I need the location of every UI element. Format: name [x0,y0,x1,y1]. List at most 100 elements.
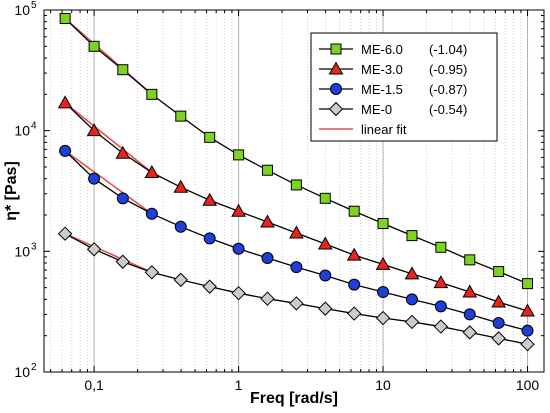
data-point-me-6-0 [117,64,129,76]
data-point-me-6-0 [493,266,505,278]
x-axis-title: Freq [rad/s] [250,390,338,407]
data-point-me-3-0 [115,145,131,159]
data-point-me-1-5 [116,192,129,205]
data-point-me-6-0 [290,179,302,191]
data-point-me-0 [404,314,420,330]
data-point-me-6-0 [146,88,158,100]
data-point-me-1-5 [290,261,303,274]
data-point-me-0 [57,226,73,241]
y-axis-title: η* [Pas] [3,161,20,221]
legend-marker-me-6-0 [330,43,342,55]
series-me-1-5 [59,144,534,337]
data-point-me-0 [173,272,188,288]
data-point-me-6-0 [204,131,216,143]
data-point-me-3-0 [86,123,102,137]
data-point-me-6-0 [233,149,245,161]
fit-line-me-3-0 [64,102,153,174]
data-point-me-1-5 [492,316,505,329]
data-point-me-1-5 [405,293,418,306]
y-tick-label: 10 [14,2,30,18]
legend: ME-6.0 (-1.04) ME-3.0 (-0.95) ME-1.5 (-0.87) M… [310,32,498,142]
fit-line-me-1-5 [64,150,153,215]
data-point-me-0 [144,265,160,280]
data-point-me-1-5 [261,252,274,265]
data-point-me-1-5 [88,172,101,185]
plot-frame [43,9,545,373]
data-point-me-0 [520,336,535,352]
data-point-me-6-0 [435,241,447,253]
legend-slope-me-1-5: (-0.87) [429,82,467,97]
data-point-me-6-0 [377,218,389,230]
data-point-me-1-5 [521,324,534,337]
data-point-me-0 [433,319,449,334]
y-tick-label: 10 [14,364,30,380]
data-point-me-3-0 [375,256,391,270]
data-point-me-0 [260,291,275,306]
data-point-me-6-0 [406,230,418,242]
data-point-me-3-0 [231,203,246,217]
y-tick-label: 10 [14,243,30,259]
data-point-me-6-0 [175,110,187,122]
fit-line-me-0 [64,232,153,274]
legend-label-linear-fit: linear fit [361,122,407,137]
data-point-me-0 [231,285,246,301]
legend-slope-me-6-0: (-1.04) [429,42,467,57]
x-tick-labels: 0,1 1 10 100 [84,377,539,393]
data-point-me-6-0 [348,205,360,217]
series-me-6-0 [59,13,534,290]
data-point-me-3-0 [144,164,160,179]
legend-marker-me-1-5 [330,83,342,95]
series-me-0 [57,226,535,352]
data-point-me-1-5 [145,207,158,220]
legend-marker-me-0 [328,101,344,117]
data-point-me-1-5 [434,300,447,313]
data-point-me-6-0 [522,278,534,290]
data-point-me-3-0 [173,179,189,193]
legend-box [310,32,498,142]
series-me-3-0 [57,95,535,317]
legend-marker-me-3-0 [328,61,344,75]
data-point-me-1-5 [348,278,361,291]
data-point-me-1-5 [174,220,187,233]
data-point-me-3-0 [260,214,275,228]
data-point-me-3-0 [289,225,304,239]
x-tick-label: 10 [375,377,391,393]
x-tick-label: 1 [235,377,243,393]
legend-label-me-6-0: ME-6.0 [361,42,403,57]
data-point-me-1-5 [463,308,476,321]
legend-slope-me-3-0: (-0.95) [429,62,467,77]
x-tick-label: 100 [516,377,540,393]
y-tick-exponent: 2 [31,362,37,373]
y-tick-exponent: 4 [31,121,37,132]
data-point-me-3-0 [462,284,478,298]
data-point-me-0 [115,254,131,269]
data-point-me-3-0 [520,303,535,317]
data-point-me-6-0 [59,13,71,25]
legend-slope-me-0: (-0.54) [429,102,467,117]
data-point-me-0 [86,242,102,257]
data-point-me-3-0 [57,95,73,109]
legend-label-me-1-5: ME-1.5 [361,82,403,97]
data-point-me-6-0 [261,164,273,176]
data-point-me-0 [346,306,362,321]
data-point-me-0 [202,279,217,294]
x-tick-label: 0,1 [84,377,104,393]
data-point-me-6-0 [464,254,476,266]
data-point-me-0 [491,331,506,346]
legend-label-me-3-0: ME-3.0 [361,62,403,77]
data-point-me-3-0 [202,192,218,206]
legend-label-me-0: ME-0 [361,102,392,117]
y-tick-exponent: 5 [31,0,37,11]
data-point-me-3-0 [491,294,507,308]
data-point-me-1-5 [377,286,390,299]
data-point-me-0 [462,325,477,340]
data-point-me-1-5 [203,232,216,245]
data-point-me-1-5 [59,144,72,157]
data-point-me-3-0 [433,275,449,289]
data-point-me-0 [289,296,304,311]
data-point-me-6-0 [88,40,100,52]
fit-lines [64,17,153,274]
data-point-me-1-5 [232,242,245,255]
